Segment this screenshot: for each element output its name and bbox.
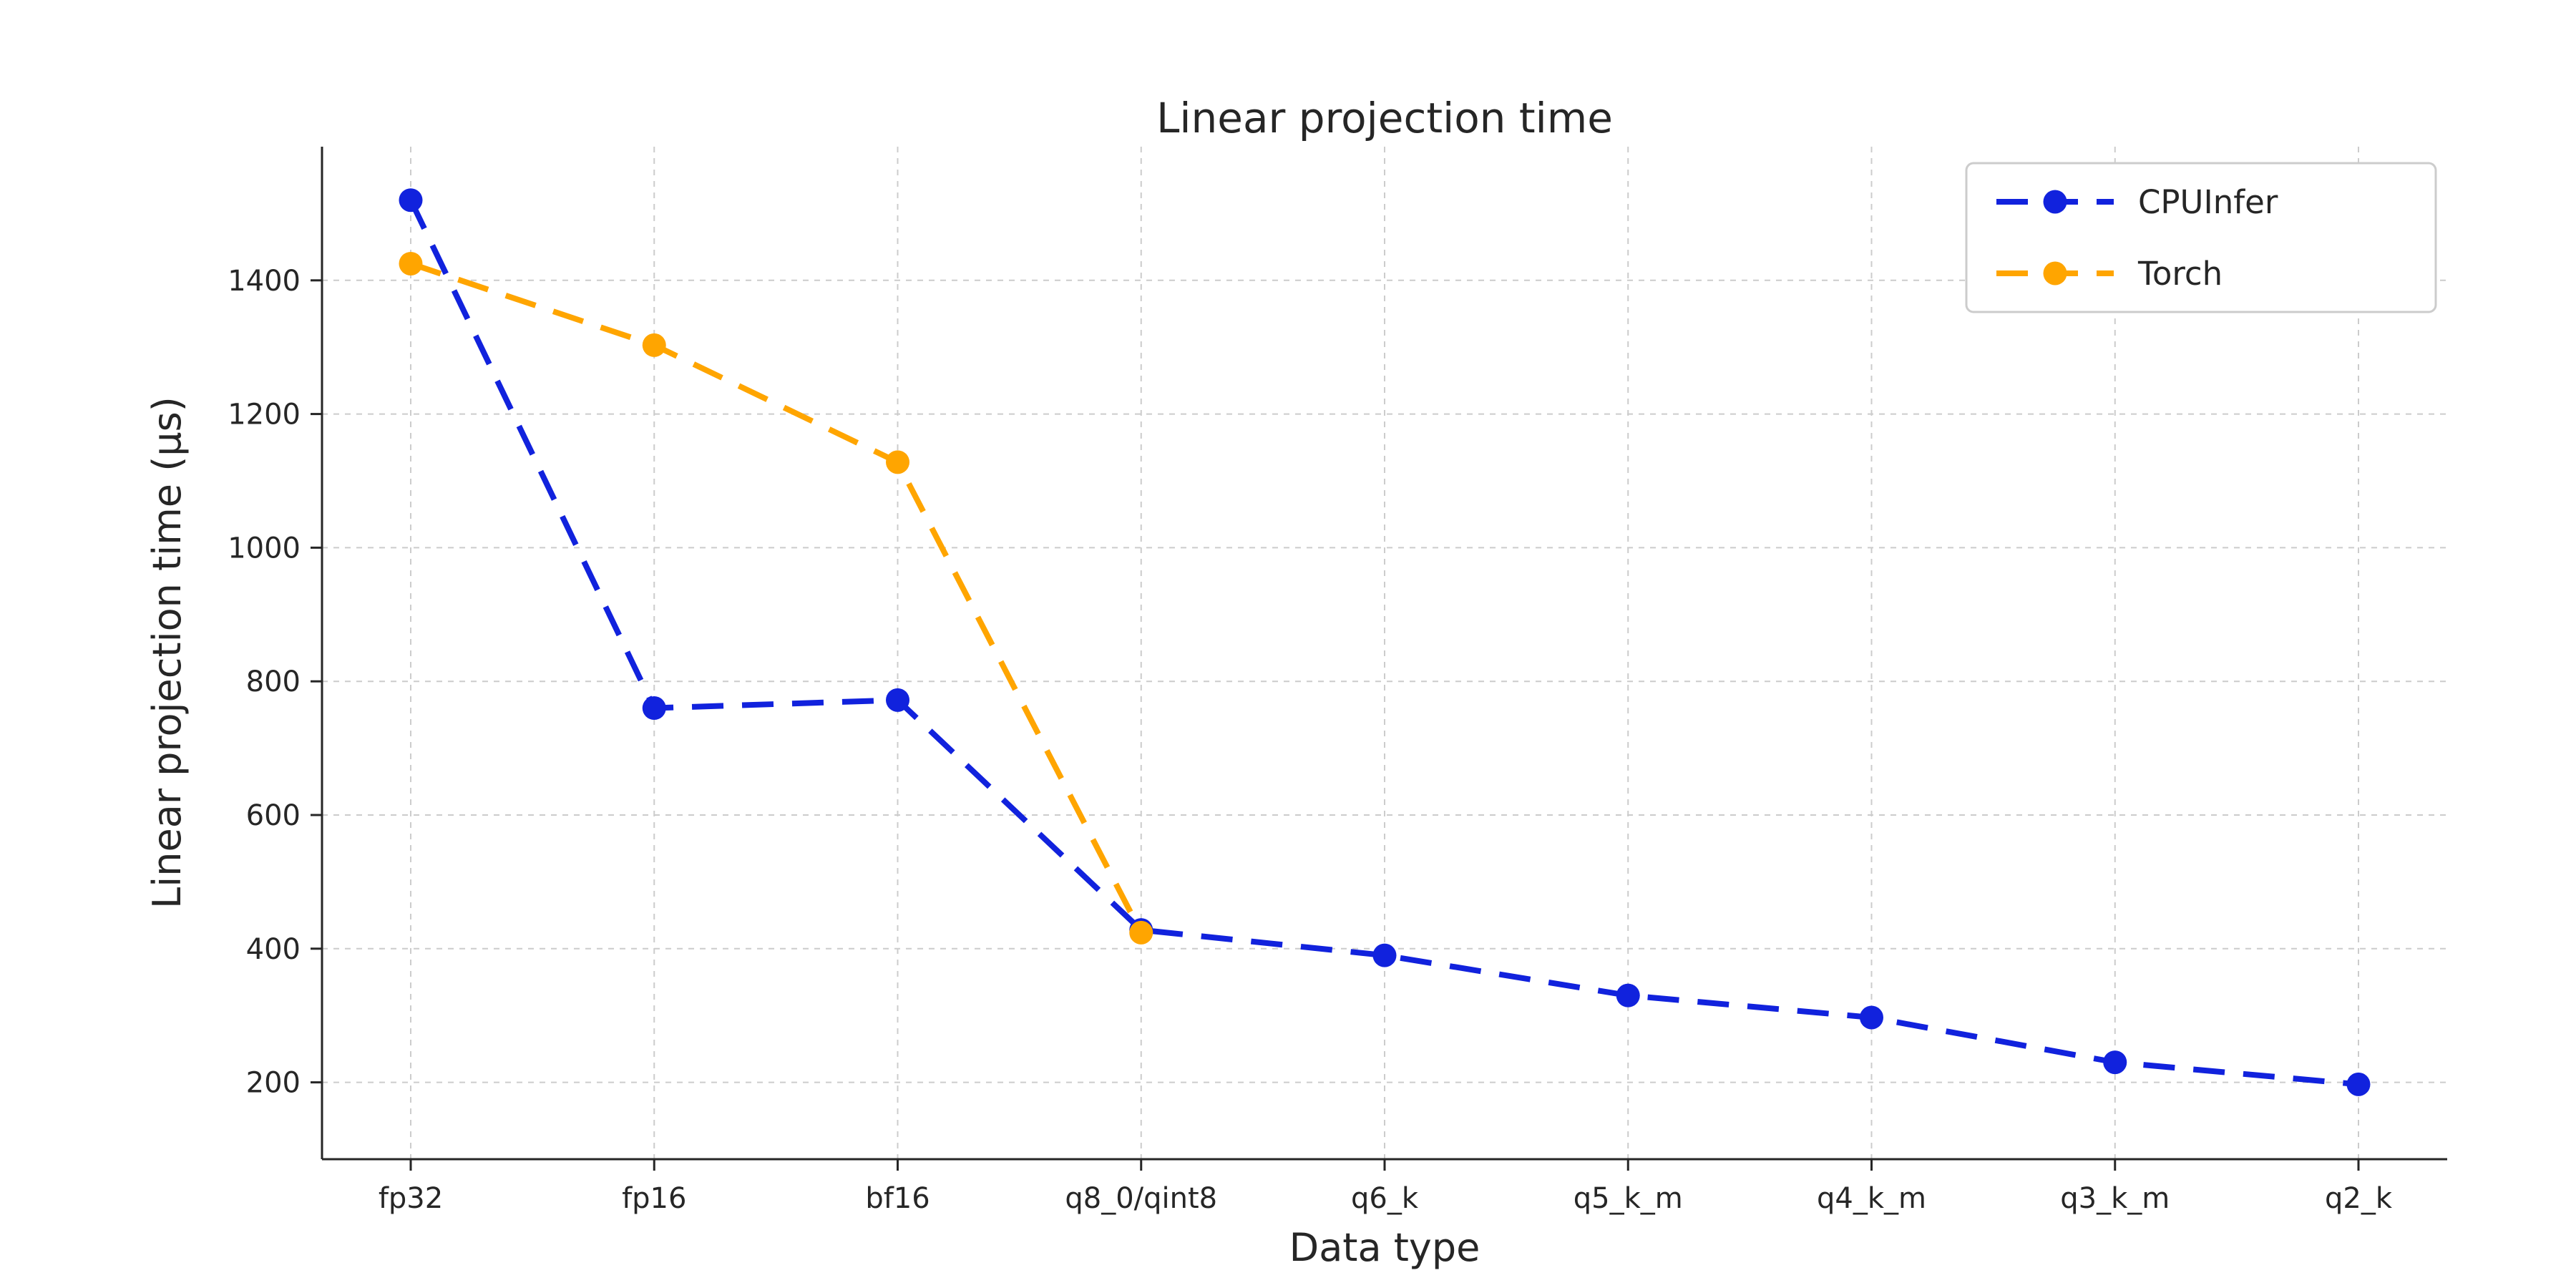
- data-point-cpuinfer: [2103, 1050, 2127, 1075]
- data-point-cpuinfer: [886, 688, 909, 712]
- data-point-cpuinfer: [1372, 943, 1397, 967]
- y-tick-label: 600: [246, 799, 301, 832]
- x-tick-label: q5_k_m: [1574, 1182, 1683, 1215]
- series-layer: [399, 188, 2371, 1096]
- chart-title: Linear projection time: [1156, 94, 1613, 142]
- data-point-cpuinfer: [1616, 983, 1640, 1008]
- legend-label: Torch: [2137, 255, 2223, 293]
- axes-layer: 200 400 600 800 1000 1200 1400 fp32 fp16 bf16 q8_0…: [228, 147, 2447, 1215]
- data-point-torch: [886, 450, 909, 474]
- x-tick-label: q8_0/qint8: [1065, 1182, 1217, 1215]
- y-tick-label: 400: [246, 933, 301, 966]
- x-tick-label: fp32: [379, 1182, 443, 1215]
- x-tick-label: bf16: [865, 1182, 930, 1215]
- legend-marker: [2043, 190, 2067, 214]
- y-tick-label: 1000: [228, 532, 301, 565]
- legend-label: CPUInfer: [2138, 183, 2278, 221]
- data-point-cpuinfer: [1860, 1005, 1883, 1030]
- legend-box: [1965, 162, 2437, 313]
- grid-layer: [322, 147, 2447, 1159]
- x-tick-label: q4_k_m: [1817, 1182, 1926, 1215]
- y-tick-label: 1200: [228, 399, 301, 431]
- data-point-torch: [1129, 920, 1153, 945]
- data-point-cpuinfer: [2346, 1072, 2371, 1096]
- x-tick-label: q6_k: [1351, 1182, 1419, 1215]
- x-tick-label: q3_k_m: [2060, 1182, 2170, 1215]
- y-tick-label: 800: [246, 665, 301, 698]
- data-point-cpuinfer: [399, 188, 423, 213]
- y-tick-label: 200: [246, 1067, 301, 1100]
- data-point-torch: [399, 251, 423, 275]
- legend-marker: [2043, 261, 2067, 286]
- series-line-torch: [409, 260, 1144, 935]
- y-axis-label: Linear projection time (µs): [145, 396, 190, 909]
- legend-layer: CPUInfer Torch: [1965, 162, 2437, 313]
- data-point-torch: [642, 333, 666, 357]
- x-tick-label: q2_k: [2325, 1182, 2393, 1215]
- data-point-cpuinfer: [642, 696, 666, 721]
- x-axis-label: Data type: [1289, 1225, 1480, 1270]
- y-tick-label: 1400: [228, 265, 301, 298]
- x-tick-label: fp16: [622, 1182, 686, 1215]
